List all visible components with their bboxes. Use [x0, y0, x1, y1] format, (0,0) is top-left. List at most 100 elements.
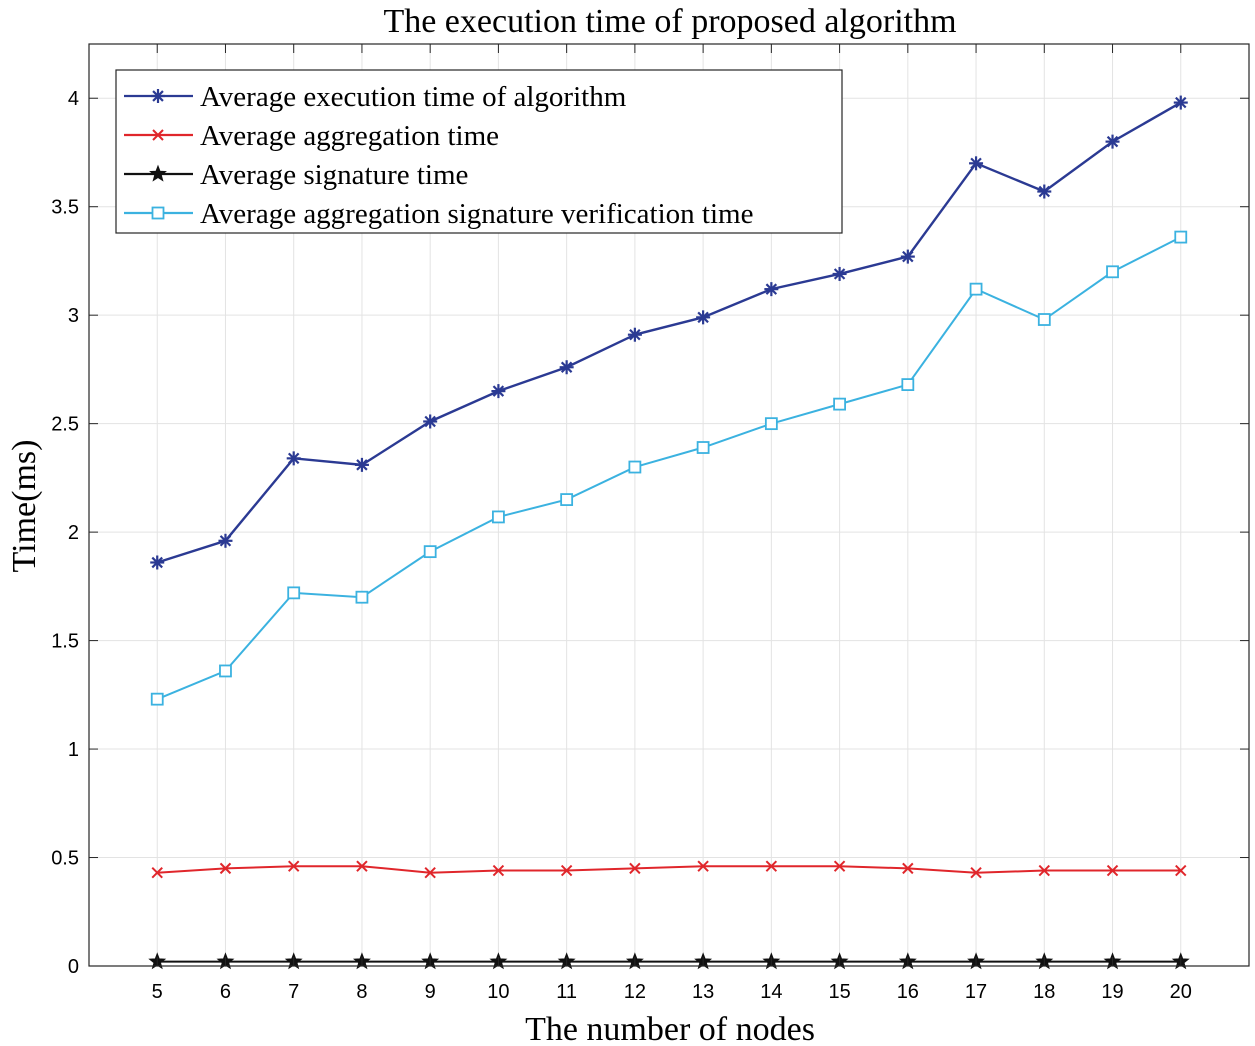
series-2 [151, 860, 1187, 879]
y-tick-label: 4 [68, 88, 79, 110]
square-marker [355, 590, 369, 604]
x-marker [219, 862, 232, 875]
y-tick-label: 0.5 [51, 848, 79, 870]
square-marker [492, 510, 505, 524]
x-marker [629, 862, 641, 875]
square-marker [969, 282, 983, 296]
asterisk-marker [764, 282, 779, 297]
y-tick-label: 0 [68, 956, 79, 978]
chart-title: The execution time of proposed algorithm [383, 3, 956, 40]
square-marker [219, 664, 232, 678]
x-marker [560, 864, 573, 877]
x-axis-label: The number of nodes [525, 1011, 815, 1046]
x-tick-label: 12 [624, 981, 646, 1003]
x-marker [765, 860, 778, 872]
axes [88, 43, 1250, 967]
x-tick-label: 14 [760, 981, 782, 1003]
legend-label: Average aggregation signature verificati… [200, 198, 753, 230]
x-tick-label: 11 [556, 981, 577, 1003]
x-marker [833, 860, 846, 872]
asterisk-marker [218, 533, 233, 548]
x-marker [151, 867, 163, 879]
x-marker [902, 862, 914, 875]
legend-entry: Average aggregation signature verificati… [124, 198, 753, 230]
x-marker [424, 867, 436, 879]
asterisk-marker [627, 327, 642, 342]
asterisk-marker [1037, 184, 1052, 199]
square-marker [1106, 265, 1119, 279]
asterisk-marker [900, 249, 915, 264]
x-tick-label: 18 [1033, 981, 1055, 1003]
x-marker [356, 860, 368, 872]
asterisk-marker [354, 457, 369, 472]
x-tick-label: 10 [487, 981, 509, 1003]
x-marker [287, 860, 300, 872]
y-tick-label: 1 [68, 739, 79, 761]
series-line [157, 865, 1181, 874]
x-marker [492, 864, 505, 877]
x-tick-label: 17 [965, 981, 987, 1003]
legend-label: Average execution time of algorithm [200, 81, 627, 113]
y-axis-label: Time(ms) [6, 440, 43, 573]
x-tick-label: 7 [288, 981, 299, 1003]
x-tick-label: 15 [828, 981, 850, 1003]
square-marker [696, 441, 710, 454]
square-marker [1037, 313, 1051, 326]
legend-entry: Average signature time [124, 159, 468, 191]
legend-label: Average signature time [200, 159, 468, 191]
asterisk-marker [286, 451, 301, 466]
x-tick-label: 8 [356, 981, 367, 1003]
x-tick-label: 6 [220, 981, 231, 1003]
axes-box [88, 43, 1250, 967]
square-marker [1174, 230, 1188, 244]
asterisk-marker [559, 360, 574, 375]
x-marker [1038, 864, 1051, 877]
square-marker [150, 692, 164, 706]
asterisk-marker [423, 414, 438, 429]
x-marker [970, 867, 982, 879]
series-1 [150, 95, 1188, 570]
y-tick-label: 3.5 [51, 197, 79, 219]
asterisk-marker [151, 89, 165, 103]
y-tick-label: 2 [68, 522, 79, 544]
legend: Average execution time of algorithm Avera… [115, 69, 843, 234]
asterisk-marker [696, 310, 711, 325]
x-tick-label: 20 [1170, 981, 1192, 1003]
series-4 [150, 230, 1188, 706]
asterisk-marker [491, 384, 506, 399]
tick-labels: 5 6 7 8 9 10 11 12 13 14 15 16 17 18 19 20 0 0.5 1 1.5 2 2.5 3… [51, 88, 1192, 1003]
legend-box [115, 69, 843, 234]
square-marker [901, 378, 915, 391]
asterisk-marker [1173, 95, 1188, 110]
legend-label: Average aggregation time [200, 120, 499, 152]
x-marker [697, 860, 709, 872]
asterisk-marker [1105, 134, 1120, 149]
legend-entry: Average aggregation time [124, 120, 499, 152]
x-tick-label: 16 [897, 981, 919, 1003]
x-marker [1175, 864, 1187, 877]
x-marker [152, 129, 164, 141]
square-marker [764, 417, 778, 431]
square-marker [287, 586, 301, 600]
square-marker [628, 460, 642, 474]
x-tick-label: 9 [425, 981, 436, 1003]
asterisk-marker [969, 156, 984, 171]
asterisk-marker [150, 555, 165, 570]
x-tick-label: 19 [1101, 981, 1123, 1003]
y-tick-label: 2.5 [51, 414, 79, 436]
star-marker [149, 164, 167, 182]
x-tick-label: 13 [692, 981, 714, 1003]
asterisk-marker [832, 266, 847, 281]
square-marker [560, 493, 574, 506]
legend-entry: Average execution time of algorithm [124, 81, 627, 113]
x-tick-label: 5 [152, 981, 163, 1003]
square-marker [423, 545, 437, 559]
y-tick-label: 1.5 [51, 631, 79, 653]
y-tick-label: 3 [68, 305, 79, 327]
square-marker [151, 206, 165, 220]
series-line [156, 101, 1182, 564]
x-marker [1106, 864, 1119, 877]
square-marker [833, 397, 846, 411]
series-line [156, 236, 1182, 701]
